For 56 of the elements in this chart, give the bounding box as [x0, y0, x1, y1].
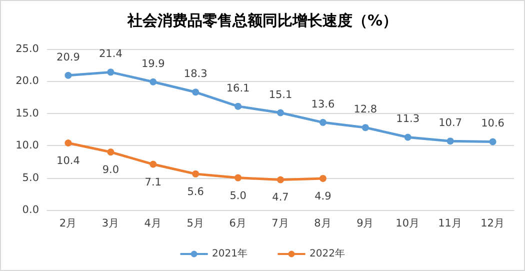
chart-title: 社会消费品零售总额同比增长速度（%）	[126, 12, 398, 30]
data-label: 21.4	[98, 48, 123, 60]
point	[192, 170, 200, 178]
data-label: 10.7	[438, 117, 462, 130]
x-tick-label: 11月	[438, 218, 463, 230]
data-label: 11.3	[396, 113, 420, 126]
point	[446, 138, 454, 145]
data-label: 4.7	[272, 192, 289, 204]
y-tick-label: 10.0	[16, 140, 39, 152]
x-tick-label: 6月	[229, 218, 247, 230]
x-tick-label: 12月	[480, 218, 505, 230]
data-label: 10.6	[481, 118, 505, 130]
data-label: 15.1	[268, 88, 292, 101]
point	[107, 68, 114, 76]
point	[489, 138, 496, 146]
data-label: 20.9	[56, 51, 80, 64]
data-label: 18.3	[184, 68, 208, 80]
point	[319, 118, 326, 126]
point	[64, 72, 72, 79]
data-label: 7.1	[144, 176, 162, 188]
point	[150, 78, 157, 86]
legend-label: 2021年	[212, 248, 248, 260]
data-label: 5.6	[187, 186, 204, 198]
x-tick-label: 9月	[356, 218, 374, 230]
legend-label: 2022年	[310, 248, 345, 260]
y-tick-label: 0.0	[22, 204, 39, 216]
y-tick-label: 20.0	[16, 75, 39, 88]
data-label: 9.0	[102, 164, 120, 176]
point	[234, 174, 242, 182]
point	[150, 160, 157, 168]
point	[404, 134, 412, 141]
data-label: 16.1	[226, 82, 250, 94]
point	[277, 109, 284, 116]
y-tick-label: 15.0	[16, 107, 39, 120]
data-label: 5.0	[230, 190, 246, 202]
point	[319, 174, 326, 182]
data-label: 10.4	[56, 155, 80, 168]
data-label: 13.6	[311, 98, 335, 110]
data-label: 12.8	[354, 104, 378, 116]
x-tick-label: 5月	[186, 218, 204, 230]
point	[277, 176, 284, 184]
y-tick-label: 5.0	[22, 172, 39, 184]
x-tick-label: 3月	[102, 218, 120, 230]
data-label: 4.9	[314, 190, 332, 202]
data-label: 19.9	[141, 58, 165, 70]
point	[107, 148, 114, 156]
point	[234, 102, 242, 110]
x-tick-label: 4月	[144, 218, 162, 230]
x-tick-label: 2月	[59, 218, 78, 230]
x-tick-label: 8月	[314, 218, 332, 230]
x-tick-label: 10月	[396, 218, 420, 230]
point	[362, 124, 369, 132]
x-tick-label: 7月	[272, 218, 290, 230]
point	[192, 88, 200, 96]
y-tick-label: 25.0	[16, 43, 39, 55]
point	[64, 140, 72, 147]
